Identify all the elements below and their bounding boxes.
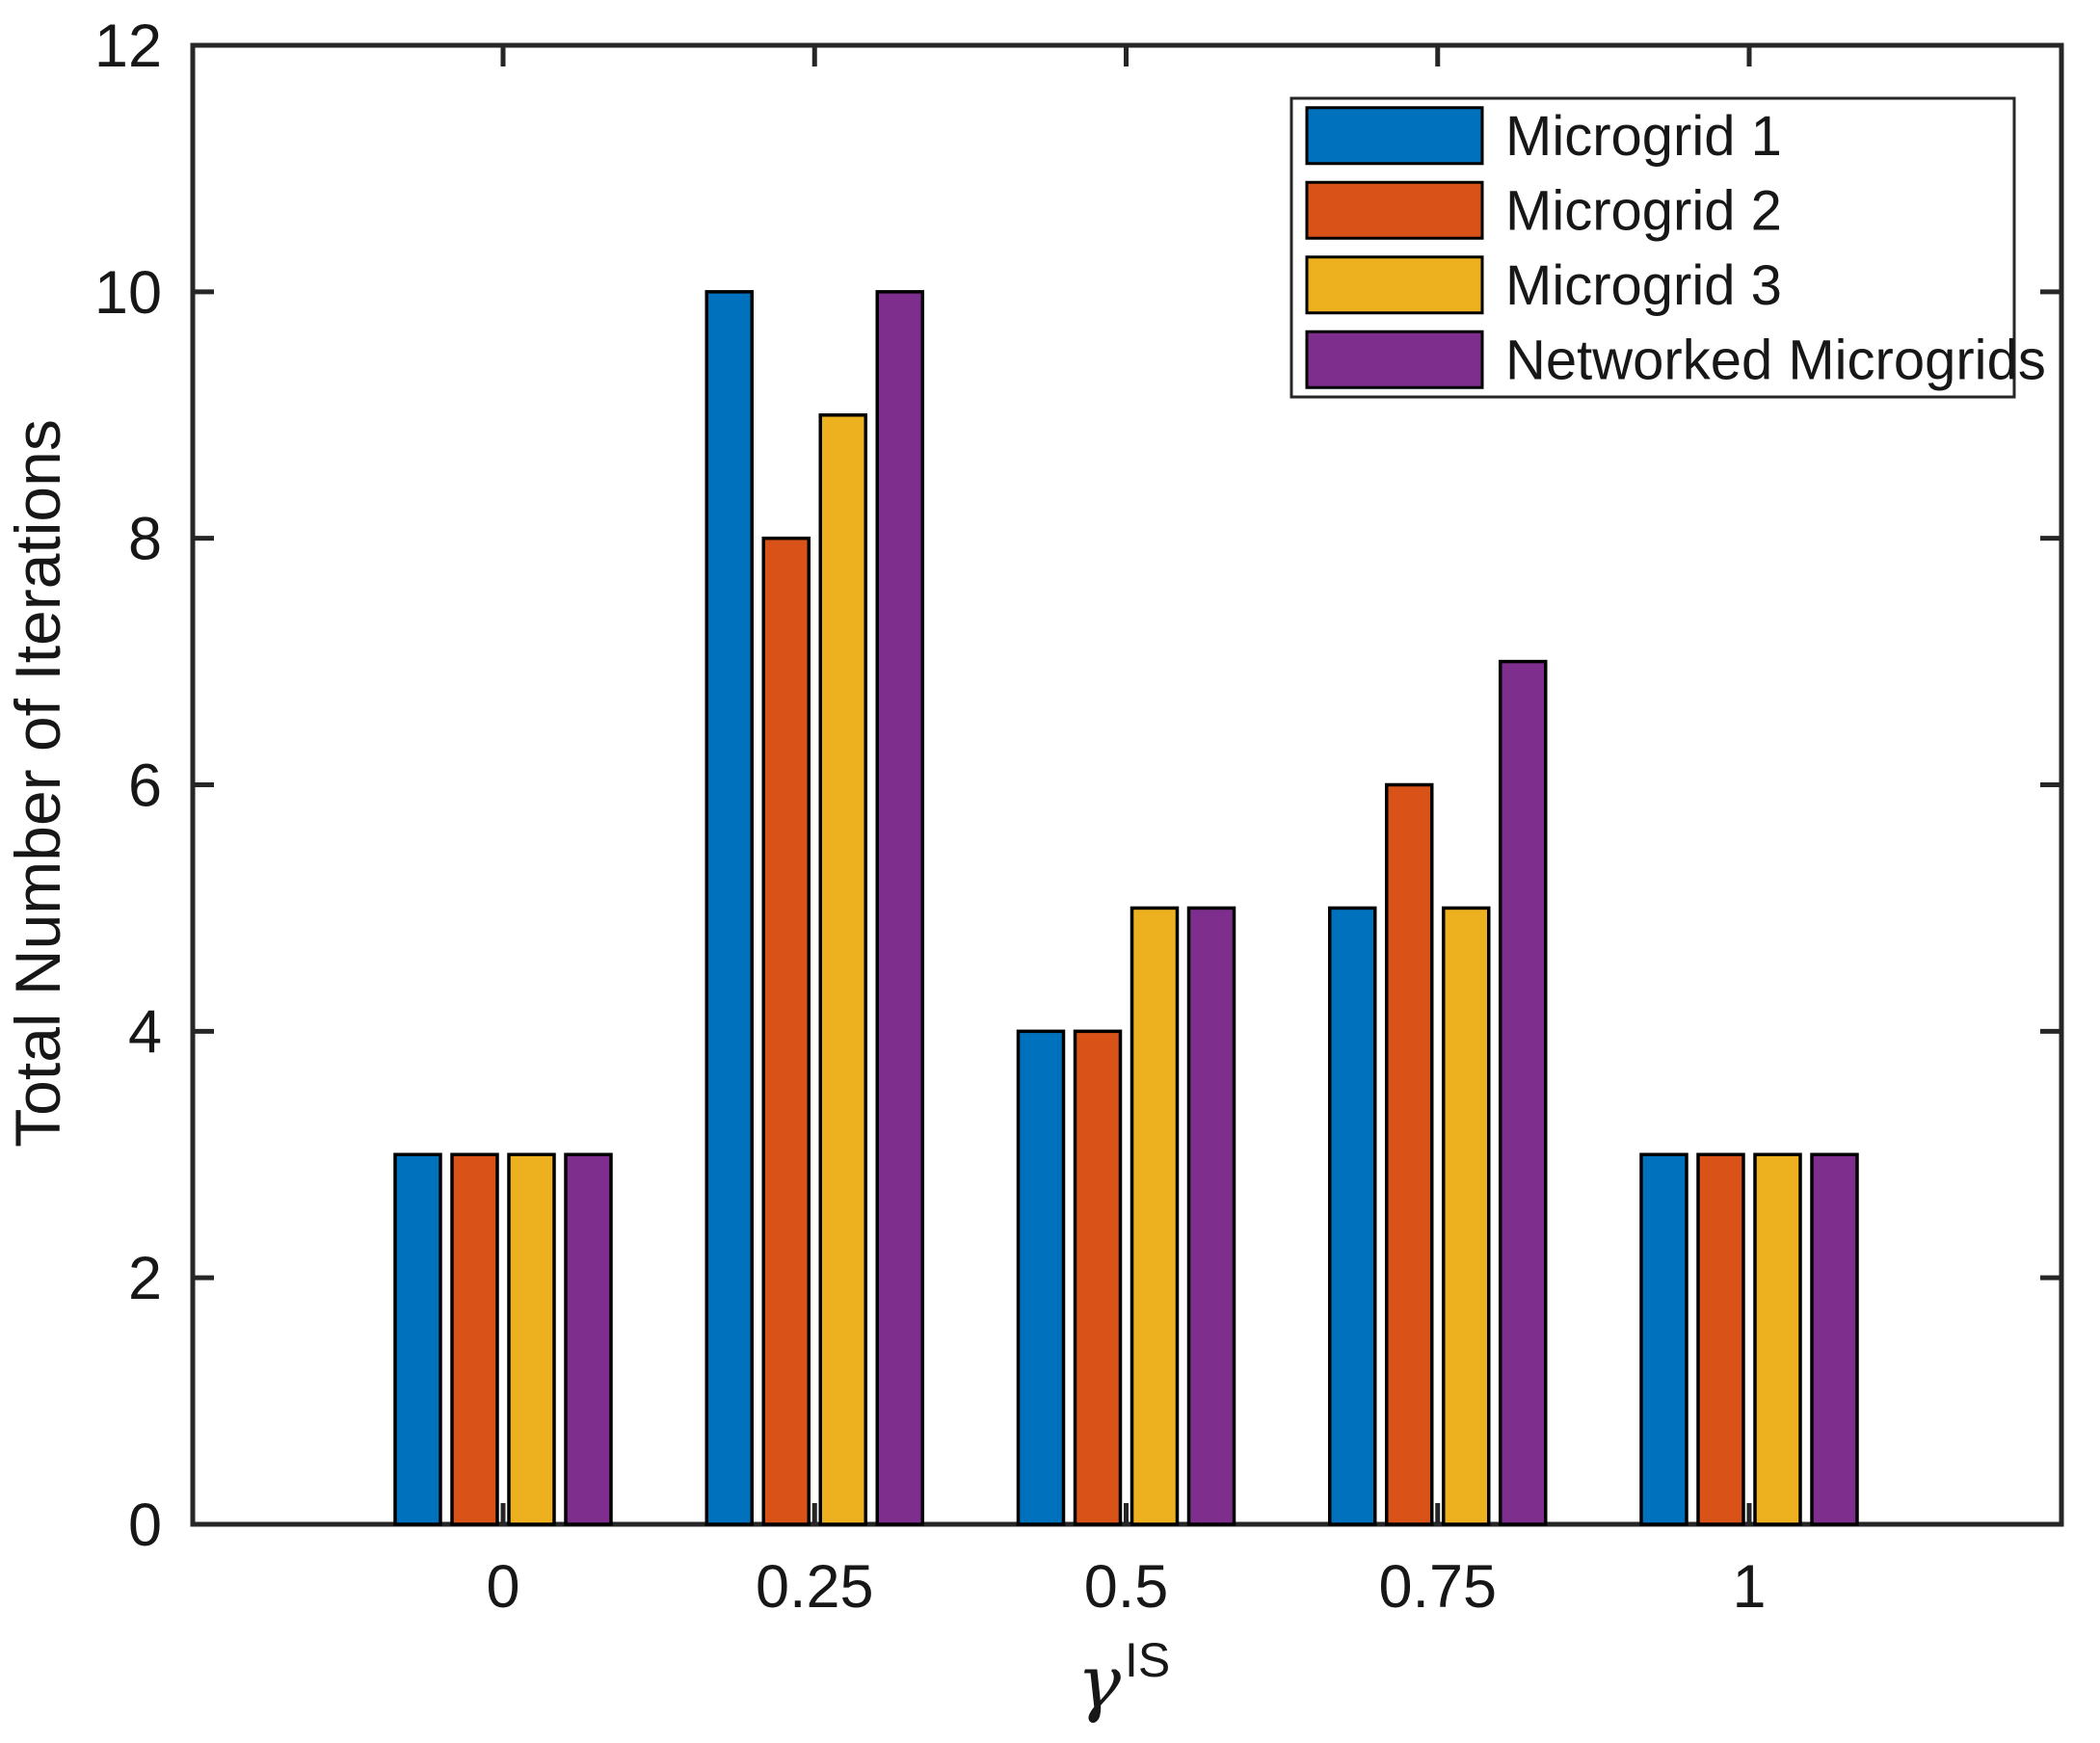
y-tick-label-2: 2 [128,1245,162,1312]
bar-microgrid-3-x-1 [1753,1152,1802,1526]
y-tick-label-8: 8 [128,506,162,573]
bar-microgrid-1-x-0.5 [1016,1029,1066,1526]
legend-swatch-microgrid-1 [1305,106,1484,166]
titles-layer: Total Number of Iterations γ IS [2,419,1170,1725]
x-tick-label-0.75: 0.75 [1378,1553,1497,1621]
legend-swatch-microgrid-2 [1305,180,1484,240]
bar-microgrid-3-x-0.5 [1130,906,1180,1526]
x-tick-label-0.25: 0.25 [756,1553,874,1621]
bar-microgrid-2-x-0.75 [1385,782,1434,1526]
bar-networked-microgrids-x-1 [1810,1152,1859,1526]
y-tick-label-4: 4 [128,998,162,1066]
legend: Microgrid 1 Microgrid 2 Microgrid 3 Network… [1289,96,2046,399]
bar-networked-microgrids-x-0 [564,1152,613,1526]
legend-label-microgrid-2: Microgrid 2 [1505,180,1782,243]
bar-microgrid-1-x-1 [1639,1152,1688,1526]
bar-microgrid-3-x-0.75 [1442,906,1491,1526]
legend-swatch-microgrid-3 [1305,255,1484,315]
bar-microgrid-1-x-0.25 [704,290,754,1526]
bar-microgrid-2-x-0 [450,1152,499,1526]
y-tick-label-6: 6 [128,753,162,820]
legend-label-microgrid-3: Microgrid 3 [1505,254,1782,317]
bar-networked-microgrids-x-0.5 [1186,906,1236,1526]
legend-label-networked-microgrids: Networked Microgrids [1505,330,2046,392]
axes-layer: 0 2 4 6 8 10 12 0 0.25 0.5 0.75 1 [94,13,2064,1621]
x-axis-title-superscript: IS [1125,1633,1170,1687]
legend-swatch-networked-microgrids [1305,330,1484,389]
bar-microgrid-2-x-1 [1696,1152,1745,1526]
y-axis-title: Total Number of Iterations [2,419,73,1148]
x-tick-label-1: 1 [1732,1553,1766,1621]
bar-microgrid-2-x-0.5 [1073,1029,1123,1526]
bar-microgrid-1-x-0.75 [1328,906,1377,1526]
bar-microgrid-3-x-0.25 [818,413,867,1526]
bar-microgrid-3-x-0 [507,1152,556,1526]
y-tick-label-12: 12 [94,13,162,80]
x-tick-label-0: 0 [486,1553,519,1621]
x-tick-label-0.5: 0.5 [1084,1553,1169,1621]
bar-networked-microgrids-x-0.25 [875,290,924,1526]
bar-microgrid-2-x-0.25 [761,536,811,1526]
bars-layer [393,290,1859,1526]
y-tick-label-10: 10 [94,259,162,327]
legend-label-microgrid-1: Microgrid 1 [1505,105,1782,168]
x-axis-title-gamma: γ [1077,1639,1122,1725]
bar-microgrid-1-x-0 [393,1152,442,1526]
y-tick-label-0: 0 [128,1492,162,1559]
bar-networked-microgrids-x-0.75 [1499,659,1548,1526]
